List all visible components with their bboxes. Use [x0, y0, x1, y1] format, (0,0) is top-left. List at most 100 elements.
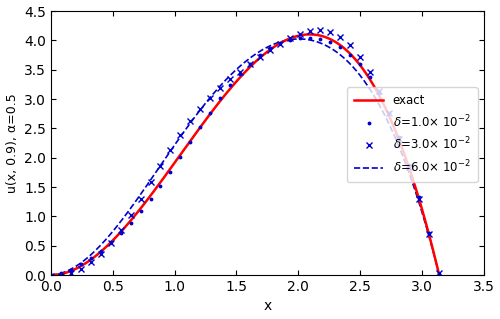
$\delta$=3.0$\times$ 10$^{-2}$ — [346, 43, 352, 47]
$\delta$=1.0$\times$ 10$^{-2}$ — [366, 75, 372, 79]
$\delta$=6.0$\times$ 10$^{-2}$ — [50, 273, 56, 277]
exact — [307, 33, 313, 36]
Line: $\delta$=1.0$\times$ 10$^{-2}$: $\delta$=1.0$\times$ 10$^{-2}$ — [48, 35, 442, 278]
$\delta$=1.0$\times$ 10$^{-2}$ — [78, 263, 84, 266]
$\delta$=3.0$\times$ 10$^{-2}$ — [58, 274, 64, 278]
$\delta$=3.0$\times$ 10$^{-2}$ — [277, 42, 283, 46]
$\delta$=1.0$\times$ 10$^{-2}$ — [336, 45, 342, 49]
$\delta$=1.0$\times$ 10$^{-2}$ — [168, 170, 173, 174]
$\delta$=3.0$\times$ 10$^{-2}$ — [237, 70, 243, 73]
$\delta$=6.0$\times$ 10$^{-2}$ — [279, 40, 285, 43]
exact — [279, 40, 285, 44]
Y-axis label: u(x, 0.9), α=0.5: u(x, 0.9), α=0.5 — [6, 93, 18, 193]
$\delta$=3.0$\times$ 10$^{-2}$ — [257, 55, 263, 59]
$\delta$=1.0$\times$ 10$^{-2}$ — [247, 62, 253, 65]
$\delta$=3.0$\times$ 10$^{-2}$ — [426, 232, 432, 236]
$\delta$=1.0$\times$ 10$^{-2}$ — [436, 272, 442, 276]
$\delta$=1.0$\times$ 10$^{-2}$ — [416, 195, 422, 199]
$\delta$=1.0$\times$ 10$^{-2}$ — [217, 97, 223, 100]
exact — [258, 55, 264, 59]
$\delta$=1.0$\times$ 10$^{-2}$ — [356, 63, 362, 66]
$\delta$=1.0$\times$ 10$^{-2}$ — [376, 92, 382, 95]
exact — [232, 81, 238, 85]
$\delta$=1.0$\times$ 10$^{-2}$ — [188, 140, 194, 144]
$\delta$=3.0$\times$ 10$^{-2}$ — [317, 28, 323, 32]
$\delta$=1.0$\times$ 10$^{-2}$ — [287, 38, 293, 42]
$\delta$=1.0$\times$ 10$^{-2}$ — [326, 40, 332, 44]
$\delta$=1.0$\times$ 10$^{-2}$ — [128, 221, 134, 225]
Line: $\delta$=3.0$\times$ 10$^{-2}$: $\delta$=3.0$\times$ 10$^{-2}$ — [48, 26, 442, 280]
$\delta$=6.0$\times$ 10$^{-2}$ — [376, 103, 382, 107]
$\delta$=1.0$\times$ 10$^{-2}$ — [227, 84, 233, 87]
$\delta$=3.0$\times$ 10$^{-2}$ — [356, 55, 362, 59]
$\delta$=1.0$\times$ 10$^{-2}$ — [208, 111, 214, 115]
$\delta$=6.0$\times$ 10$^{-2}$ — [296, 37, 302, 41]
$\delta$=3.0$\times$ 10$^{-2}$ — [287, 36, 293, 40]
$\delta$=3.0$\times$ 10$^{-2}$ — [108, 241, 114, 244]
$\delta$=1.0$\times$ 10$^{-2}$ — [58, 271, 64, 275]
$\delta$=3.0$\times$ 10$^{-2}$ — [247, 62, 253, 66]
$\delta$=3.0$\times$ 10$^{-2}$ — [178, 133, 184, 137]
$\delta$=6.0$\times$ 10$^{-2}$ — [278, 40, 284, 44]
$\delta$=3.0$\times$ 10$^{-2}$ — [138, 197, 143, 201]
$\delta$=1.0$\times$ 10$^{-2}$ — [118, 231, 124, 235]
Legend: exact, $\delta$=1.0$\times$ 10$^{-2}$, $\delta$=3.0$\times$ 10$^{-2}$, $\delta$=: exact, $\delta$=1.0$\times$ 10$^{-2}$, $… — [347, 87, 478, 182]
exact — [367, 78, 373, 81]
$\delta$=3.0$\times$ 10$^{-2}$ — [386, 111, 392, 115]
$\delta$=3.0$\times$ 10$^{-2}$ — [88, 261, 94, 264]
$\delta$=3.0$\times$ 10$^{-2}$ — [98, 252, 103, 256]
$\delta$=1.0$\times$ 10$^{-2}$ — [198, 125, 203, 129]
$\delta$=3.0$\times$ 10$^{-2}$ — [78, 267, 84, 271]
Line: $\delta$=6.0$\times$ 10$^{-2}$: $\delta$=6.0$\times$ 10$^{-2}$ — [51, 39, 439, 275]
$\delta$=3.0$\times$ 10$^{-2}$ — [198, 107, 203, 111]
$\delta$=3.0$\times$ 10$^{-2}$ — [188, 119, 194, 123]
$\delta$=1.0$\times$ 10$^{-2}$ — [68, 268, 74, 271]
$\delta$=1.0$\times$ 10$^{-2}$ — [406, 163, 412, 167]
$\delta$=1.0$\times$ 10$^{-2}$ — [88, 256, 94, 260]
$\delta$=1.0$\times$ 10$^{-2}$ — [346, 53, 352, 56]
$\delta$=1.0$\times$ 10$^{-2}$ — [148, 197, 154, 201]
$\delta$=6.0$\times$ 10$^{-2}$ — [436, 273, 442, 277]
$\delta$=3.0$\times$ 10$^{-2}$ — [297, 32, 303, 36]
$\delta$=3.0$\times$ 10$^{-2}$ — [436, 271, 442, 274]
$\delta$=3.0$\times$ 10$^{-2}$ — [48, 274, 54, 278]
$\delta$=3.0$\times$ 10$^{-2}$ — [326, 30, 332, 34]
$\delta$=3.0$\times$ 10$^{-2}$ — [128, 213, 134, 217]
exact — [428, 239, 434, 243]
$\delta$=1.0$\times$ 10$^{-2}$ — [98, 249, 103, 253]
$\delta$=3.0$\times$ 10$^{-2}$ — [227, 78, 233, 81]
$\delta$=1.0$\times$ 10$^{-2}$ — [138, 210, 143, 213]
$\delta$=3.0$\times$ 10$^{-2}$ — [376, 89, 382, 93]
$\delta$=6.0$\times$ 10$^{-2}$ — [401, 158, 407, 162]
$\delta$=1.0$\times$ 10$^{-2}$ — [317, 37, 323, 41]
$\delta$=1.0$\times$ 10$^{-2}$ — [396, 135, 402, 139]
$\delta$=6.0$\times$ 10$^{-2}$ — [48, 273, 54, 277]
$\delta$=3.0$\times$ 10$^{-2}$ — [217, 86, 223, 90]
$\delta$=1.0$\times$ 10$^{-2}$ — [257, 53, 263, 57]
$\delta$=3.0$\times$ 10$^{-2}$ — [68, 271, 74, 275]
$\delta$=3.0$\times$ 10$^{-2}$ — [336, 35, 342, 39]
$\delta$=3.0$\times$ 10$^{-2}$ — [208, 96, 214, 100]
$\delta$=1.0$\times$ 10$^{-2}$ — [307, 36, 313, 40]
exact — [234, 78, 240, 82]
$\delta$=1.0$\times$ 10$^{-2}$ — [108, 240, 114, 244]
$\delta$=1.0$\times$ 10$^{-2}$ — [267, 46, 273, 50]
Line: exact: exact — [51, 34, 439, 275]
$\delta$=3.0$\times$ 10$^{-2}$ — [267, 48, 273, 52]
$\delta$=3.0$\times$ 10$^{-2}$ — [416, 197, 422, 201]
$\delta$=3.0$\times$ 10$^{-2}$ — [396, 137, 402, 141]
$\delta$=3.0$\times$ 10$^{-2}$ — [148, 181, 154, 184]
X-axis label: x: x — [263, 300, 272, 314]
$\delta$=1.0$\times$ 10$^{-2}$ — [277, 41, 283, 45]
$\delta$=1.0$\times$ 10$^{-2}$ — [237, 72, 243, 76]
$\delta$=3.0$\times$ 10$^{-2}$ — [406, 165, 412, 169]
$\delta$=1.0$\times$ 10$^{-2}$ — [297, 36, 303, 40]
$\delta$=1.0$\times$ 10$^{-2}$ — [158, 184, 164, 188]
exact — [48, 273, 54, 277]
$\delta$=3.0$\times$ 10$^{-2}$ — [158, 164, 164, 168]
$\delta$=3.0$\times$ 10$^{-2}$ — [118, 228, 124, 232]
$\delta$=1.0$\times$ 10$^{-2}$ — [178, 155, 184, 159]
$\delta$=1.0$\times$ 10$^{-2}$ — [426, 231, 432, 235]
$\delta$=1.0$\times$ 10$^{-2}$ — [48, 273, 54, 277]
$\delta$=3.0$\times$ 10$^{-2}$ — [307, 29, 313, 33]
